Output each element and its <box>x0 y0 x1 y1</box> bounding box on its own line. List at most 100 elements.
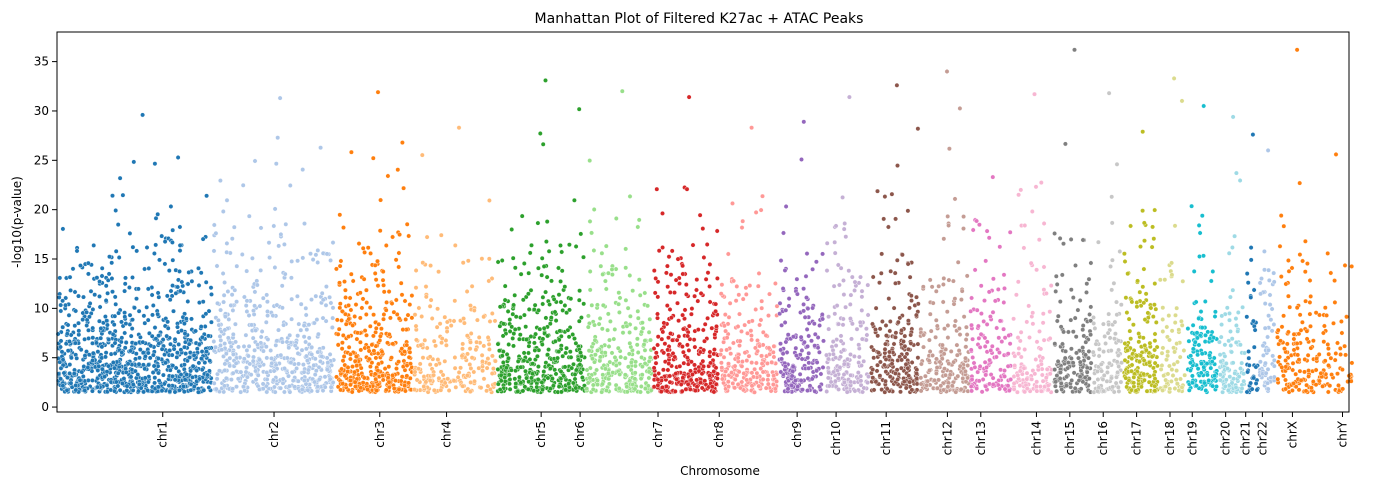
data-point <box>219 347 225 353</box>
data-point <box>680 263 685 269</box>
data-point <box>754 360 759 366</box>
data-point <box>1108 348 1114 353</box>
data-point <box>577 362 583 367</box>
data-point <box>526 350 531 356</box>
data-point <box>814 259 819 265</box>
series-chr18 <box>1157 76 1188 395</box>
data-point <box>1057 235 1063 241</box>
data-point <box>479 256 485 262</box>
data-point <box>446 388 452 393</box>
data-point <box>683 282 689 287</box>
data-point <box>346 302 351 308</box>
data-point <box>845 356 850 362</box>
data-point <box>937 359 943 365</box>
data-point <box>539 379 545 385</box>
data-point <box>105 290 111 296</box>
data-point <box>86 327 91 333</box>
data-point <box>289 296 295 302</box>
data-point <box>1169 260 1175 266</box>
data-point <box>289 258 295 264</box>
data-point <box>495 341 501 347</box>
data-point <box>222 383 227 389</box>
data-point <box>901 339 906 344</box>
data-point <box>946 361 952 366</box>
data-point <box>303 305 309 311</box>
data-point <box>189 278 195 284</box>
data-point <box>673 277 679 283</box>
data-point <box>742 322 748 328</box>
data-point <box>427 354 433 360</box>
data-point <box>715 376 720 381</box>
data-point <box>552 367 558 373</box>
data-point <box>445 376 451 382</box>
data-point <box>61 370 67 376</box>
data-point <box>888 268 894 274</box>
data-point <box>982 344 988 349</box>
data-point <box>376 321 382 327</box>
data-point <box>753 209 759 215</box>
data-point <box>1030 310 1036 316</box>
data-point <box>130 382 136 387</box>
data-point <box>400 327 406 332</box>
data-point <box>1034 384 1039 389</box>
data-point <box>76 293 81 299</box>
data-point <box>385 375 391 380</box>
data-point <box>407 302 413 307</box>
data-point <box>736 292 742 298</box>
data-point <box>86 271 91 277</box>
data-point <box>958 386 964 392</box>
data-point <box>452 355 458 360</box>
data-point <box>142 366 148 372</box>
data-point <box>581 301 587 307</box>
data-point <box>1032 371 1038 377</box>
data-point <box>1174 368 1180 373</box>
data-point <box>182 344 187 350</box>
data-point <box>833 378 838 384</box>
data-point <box>1022 347 1028 352</box>
data-point <box>486 256 492 262</box>
data-point <box>945 213 951 219</box>
data-point <box>106 363 111 369</box>
data-point <box>899 327 904 333</box>
data-point <box>944 309 950 315</box>
data-point <box>1063 141 1068 147</box>
data-point <box>871 387 877 393</box>
data-point <box>267 255 272 261</box>
data-point <box>856 342 862 348</box>
data-point <box>412 369 418 375</box>
data-point <box>294 293 300 299</box>
data-point <box>661 320 667 326</box>
data-point <box>729 370 734 375</box>
data-point <box>694 277 700 282</box>
data-point <box>181 362 187 368</box>
data-point <box>342 373 348 379</box>
data-point <box>692 293 697 299</box>
data-point <box>963 337 969 342</box>
data-point <box>713 308 718 314</box>
data-point <box>78 347 84 353</box>
data-point <box>1011 316 1016 322</box>
data-point <box>724 335 730 341</box>
data-point <box>1163 377 1169 383</box>
data-point <box>124 387 130 393</box>
data-point <box>175 277 181 283</box>
data-point <box>227 340 233 345</box>
data-point <box>997 318 1003 324</box>
data-point <box>346 334 351 339</box>
data-point <box>677 363 683 369</box>
series-chr16 <box>1090 90 1125 395</box>
data-point <box>848 372 854 378</box>
data-point <box>280 339 285 345</box>
data-point <box>136 361 142 367</box>
data-point <box>918 381 924 387</box>
data-point <box>887 328 893 334</box>
data-point <box>1118 302 1124 308</box>
data-point <box>72 289 78 295</box>
data-point <box>564 345 569 351</box>
data-point <box>986 235 992 241</box>
data-point <box>537 131 543 136</box>
data-point <box>852 288 857 293</box>
data-point <box>739 328 744 334</box>
data-point <box>506 342 512 347</box>
data-point <box>175 284 181 290</box>
